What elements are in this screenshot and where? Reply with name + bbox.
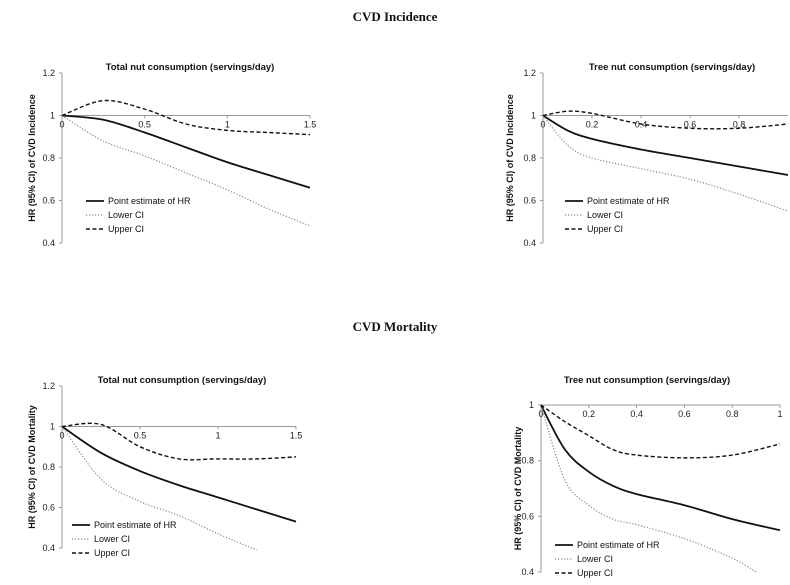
series-line-solid (540, 404, 781, 532)
y-tick-label: 0.6 (521, 511, 534, 521)
series-line-dashed (540, 404, 781, 459)
y-axis-label: HR (95% CI) of CVD Incidence (505, 94, 515, 222)
legend-label: Point estimate of HR (94, 520, 177, 530)
x-tick-label: 1 (215, 431, 220, 441)
series-line-solid (61, 114, 311, 189)
chart-panel-3: Total nut consumption (servings/day) HR (… (27, 375, 302, 558)
y-tick-label: 0.8 (42, 153, 55, 163)
y-tick-label: 0.4 (523, 238, 536, 248)
chart-panel-2: Tree nut consumption (servings/day) HR (9… (505, 62, 789, 248)
y-tick-label: 1.2 (42, 68, 55, 78)
y-tick-label: 1 (50, 422, 55, 432)
y-tick-label: 0.8 (521, 456, 534, 466)
legend-label: Point estimate of HR (108, 196, 191, 206)
legend-label: Upper CI (587, 224, 623, 234)
series-line-dotted (61, 114, 311, 227)
series-line-dashed (61, 99, 311, 136)
section-title-mortality: CVD Mortality (353, 319, 438, 334)
y-tick-label: 0.4 (521, 567, 534, 577)
x-tick-label: 1.5 (290, 431, 303, 441)
x-tick-label: 0.5 (134, 431, 147, 441)
series-line-dotted (61, 426, 258, 551)
chart-title: Total nut consumption (servings/day) (98, 375, 267, 386)
series-line-solid (61, 425, 297, 523)
legend-label: Upper CI (94, 548, 130, 558)
x-tick-label: 1 (225, 120, 230, 130)
series-line-dashed (542, 110, 789, 130)
x-tick-label: 0.2 (583, 409, 596, 419)
y-tick-label: 0.8 (42, 462, 55, 472)
legend-label: Point estimate of HR (587, 196, 670, 206)
series-line-dashed (61, 422, 297, 461)
x-tick-label: 0.8 (733, 120, 746, 130)
y-axis-label: HR (95% CI) of CVD Mortality (513, 427, 523, 551)
section-title-incidence: CVD Incidence (353, 9, 438, 24)
y-tick-label: 0.6 (42, 503, 55, 513)
x-tick-label: 0.2 (586, 120, 599, 130)
y-tick-label: 0.6 (523, 196, 536, 206)
y-tick-label: 0.6 (42, 196, 55, 206)
x-tick-label: 1.5 (304, 120, 317, 130)
y-tick-label: 0.4 (42, 238, 55, 248)
x-tick-label: 0.6 (678, 409, 691, 419)
chart-panel-4: Tree nut consumption (servings/day) HR (9… (513, 375, 783, 578)
y-tick-label: 0.8 (523, 153, 536, 163)
legend-label: Lower CI (108, 210, 144, 220)
y-axis-label: HR (95% CI) of CVD Mortality (27, 405, 37, 529)
chart-title: Tree nut consumption (servings/day) (589, 62, 755, 73)
chart-title: Tree nut consumption (servings/day) (564, 375, 730, 386)
legend-label: Lower CI (577, 554, 613, 564)
x-tick-label: 0.8 (726, 409, 739, 419)
x-tick-label: 0 (59, 120, 64, 130)
x-tick-label: 0 (540, 120, 545, 130)
y-tick-label: 1 (529, 400, 534, 410)
y-axis-label: HR (95% CI) of CVD Incidence (27, 94, 37, 222)
y-tick-label: 1.2 (42, 381, 55, 391)
legend-label: Point estimate of HR (577, 540, 660, 550)
y-tick-label: 1 (50, 111, 55, 121)
y-tick-label: 1.2 (523, 68, 536, 78)
y-tick-label: 0.4 (42, 543, 55, 553)
legend-label: Upper CI (577, 568, 613, 578)
legend-label: Upper CI (108, 224, 144, 234)
x-tick-label: 0.4 (630, 409, 643, 419)
chart-title: Total nut consumption (servings/day) (106, 62, 275, 73)
x-tick-label: 0 (538, 409, 543, 419)
x-tick-label: 1 (777, 409, 782, 419)
legend-label: Lower CI (587, 210, 623, 220)
chart-panel-1: Total nut consumption (servings/day) HR (… (27, 62, 316, 248)
y-tick-label: 1 (531, 111, 536, 121)
series-line-solid (542, 114, 789, 176)
x-tick-label: 0.6 (684, 120, 697, 130)
x-tick-label: 0.5 (138, 120, 151, 130)
series-line-dotted (540, 404, 757, 573)
x-tick-label: 0 (59, 431, 64, 441)
legend-label: Lower CI (94, 534, 130, 544)
